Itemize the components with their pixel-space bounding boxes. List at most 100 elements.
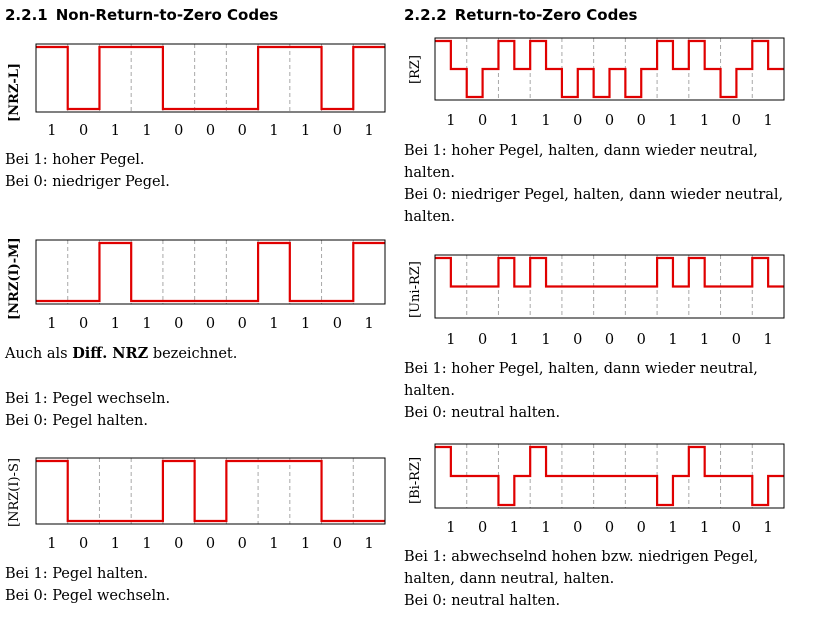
bit-label: 0 [332, 123, 343, 139]
description-line: halten. [404, 165, 455, 181]
signal-waveform [435, 39, 784, 99]
nrzs-bit-row: 1 0 1 1 0 0 0 1 1 0 1 [36, 536, 385, 556]
diagram-frame [434, 37, 785, 101]
bit-label: 1 [269, 536, 279, 552]
bit-label: 1 [110, 536, 120, 552]
bit-label: 1 [446, 113, 456, 129]
description-line: Auch als Diff. NRZ bezeichnet. [5, 345, 238, 362]
bit-label: 1 [110, 123, 120, 139]
bit-label: 0 [237, 123, 247, 139]
bit-label: 1 [301, 536, 311, 552]
bit-label: 1 [364, 316, 374, 332]
nrzl-signal-diagram [35, 43, 386, 113]
bit-label: 1 [668, 332, 678, 348]
section-number: 2.2.2 [404, 6, 447, 24]
nrzs-description: Bei 1: Pegel halten. Bei 0: Pegel wechse… [5, 563, 170, 607]
signal-waveform [36, 45, 385, 111]
bit-label: 0 [477, 113, 488, 129]
bit-label: 0 [604, 113, 615, 129]
bit-label: 0 [205, 123, 216, 139]
unirz-description: Bei 1: hoher Pegel, halten, dann wieder … [404, 358, 758, 424]
bit-label: 1 [47, 536, 57, 552]
bit-label: 1 [142, 123, 152, 139]
bit-label: 1 [446, 332, 456, 348]
unirz-signal-diagram [434, 254, 785, 319]
bit-label: 0 [174, 316, 184, 332]
bit-label: 1 [763, 332, 773, 348]
description-line: Bei 0: Pegel halten. [5, 413, 148, 429]
bit-label: 1 [763, 520, 773, 536]
bit-label: 1 [47, 123, 57, 139]
section-title: Non-Return-to-Zero Codes [55, 6, 279, 24]
bit-label: 1 [509, 520, 519, 536]
rz-signal-diagram [434, 37, 785, 101]
bit-label: 0 [78, 536, 89, 552]
y-label-unirz: [Uni-RZ] [408, 261, 423, 318]
rz-bit-row: 1 0 1 1 0 0 0 1 1 0 1 [435, 113, 784, 133]
section-heading-rz: 2.2.2 Return-to-Zero Codes [404, 6, 637, 24]
bit-label: 1 [668, 520, 678, 536]
description-line: Bei 0: Pegel wechseln. [5, 588, 171, 604]
bit-label: 0 [174, 123, 184, 139]
description-line: Bei 1: abwechselnd hohen bzw. niedrigen … [404, 549, 759, 565]
bit-label: 1 [47, 316, 57, 332]
section-title: Return-to-Zero Codes [454, 6, 638, 24]
bit-label: 0 [604, 332, 615, 348]
nrzm-signal-diagram [35, 239, 386, 305]
bit-label: 0 [332, 316, 343, 332]
nrzm-description: Bei 1: Pegel wechseln. Bei 0: Pegel halt… [5, 388, 170, 432]
description-line: Bei 1: Pegel halten. [5, 566, 148, 582]
diff-nrz-term: Diff. NRZ [72, 345, 149, 362]
rz-description: Bei 1: hoher Pegel, halten, dann wieder … [404, 140, 783, 228]
bit-label: 1 [110, 316, 120, 332]
description-line: halten, dann neutral, halten. [404, 571, 615, 587]
y-label-nrzs: [NRZ(I)-S] [7, 458, 22, 527]
nrzs-signal-diagram [35, 457, 386, 525]
bit-label: 0 [477, 332, 488, 348]
bit-label: 0 [604, 520, 615, 536]
description-line: Bei 0: neutral halten. [404, 593, 561, 609]
birz-description: Bei 1: abwechselnd hohen bzw. niedrigen … [404, 546, 758, 612]
bit-label: 0 [731, 520, 742, 536]
bit-label: 1 [541, 520, 551, 536]
bit-label: 0 [636, 113, 646, 129]
bit-label: 0 [237, 536, 247, 552]
bit-label: 1 [142, 316, 152, 332]
bit-label: 0 [573, 332, 583, 348]
bit-label: 1 [364, 123, 374, 139]
bit-label: 0 [78, 123, 89, 139]
bit-label: 0 [731, 113, 742, 129]
bit-label: 0 [205, 316, 216, 332]
bit-label: 1 [301, 316, 311, 332]
description-line: Bei 0: niedriger Pegel, halten, dann wie… [404, 187, 784, 203]
diagram-frame [434, 443, 785, 509]
description-line: Bei 1: hoher Pegel, halten, dann wieder … [404, 143, 758, 159]
signal-waveform [36, 459, 385, 523]
bit-label: 0 [731, 332, 742, 348]
bit-label: 1 [700, 520, 710, 536]
bit-label: 1 [269, 123, 279, 139]
description-line: Bei 0: neutral halten. [404, 405, 561, 421]
diagram-frame [35, 239, 386, 305]
description-line: Bei 1: hoher Pegel, halten, dann wieder … [404, 361, 758, 377]
bit-label: 0 [78, 316, 89, 332]
bit-label: 1 [700, 113, 710, 129]
y-label-nrzm: [NRZ(I)-M] [7, 237, 22, 320]
bit-label: 1 [509, 332, 519, 348]
bit-label: 0 [237, 316, 247, 332]
nrzm-aka: Auch als Diff. NRZ bezeichnet. [5, 343, 237, 365]
bit-label: 0 [573, 113, 583, 129]
bit-label: 1 [700, 332, 710, 348]
signal-waveform [36, 241, 385, 303]
bit-label: 1 [763, 113, 773, 129]
bit-label: 0 [636, 332, 646, 348]
diagram-frame [434, 254, 785, 319]
birz-bit-row: 1 0 1 1 0 0 0 1 1 0 1 [435, 520, 784, 540]
y-label-rz: [RZ] [408, 55, 423, 84]
bit-label: 1 [301, 123, 311, 139]
bit-label: 1 [446, 520, 456, 536]
section-heading-nrz: 2.2.1 Non-Return-to-Zero Codes [5, 6, 278, 24]
bit-label: 1 [364, 536, 374, 552]
bit-label: 0 [477, 520, 488, 536]
bit-label: 1 [142, 536, 152, 552]
